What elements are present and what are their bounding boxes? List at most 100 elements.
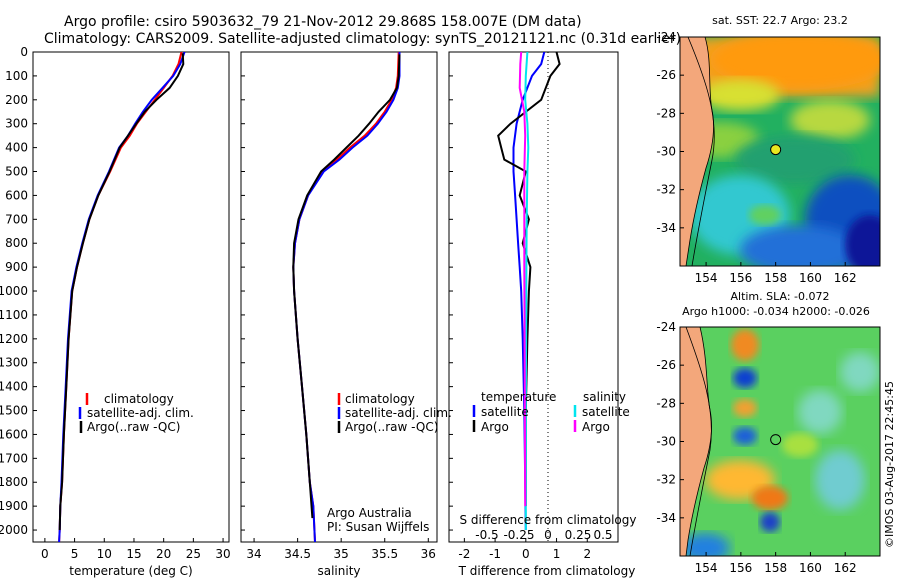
lat-tick-label: -34	[656, 221, 676, 235]
float-position-marker	[770, 434, 782, 446]
depth-tick-label: 1100	[0, 308, 28, 322]
depth-tick-label: 500	[5, 165, 28, 179]
legend-label: Argo(..raw -QC)	[345, 420, 438, 434]
series-s-argo-line	[518, 52, 527, 507]
depth-tick-label: 1000	[0, 284, 28, 298]
legend-label: satellite	[481, 405, 529, 419]
legend-label: satellite	[582, 405, 630, 419]
sst-map-field	[680, 37, 880, 266]
lat-tick-label: -34	[656, 511, 676, 525]
series-t-satellite-line	[512, 52, 546, 531]
lat-tick-label: -24	[656, 30, 676, 44]
difference-x-label: T difference from climatology	[458, 564, 636, 578]
lon-tick-label: 158	[764, 271, 787, 285]
difference-panel-frame	[448, 51, 619, 543]
depth-tick-label: 700	[5, 212, 28, 226]
depth-tick-label: 2000	[0, 523, 28, 537]
depth-tick-label: 600	[5, 188, 28, 202]
lon-tick-label: 156	[729, 561, 752, 575]
depth-tick-label: 1300	[0, 356, 28, 370]
temperature-panel-frame	[32, 51, 230, 543]
x-tick-label: 2	[583, 547, 591, 561]
x-tick-label: 35.5	[371, 547, 398, 561]
depth-tick-label: 100	[5, 69, 28, 83]
x-tick-label: 25	[186, 547, 201, 561]
x-tick-label: -2	[458, 547, 470, 561]
australia-coast-land	[680, 37, 714, 266]
depth-tick-label: 200	[5, 93, 28, 107]
x-tick-label: 15	[126, 547, 141, 561]
x-tick-label: 30	[215, 547, 230, 561]
depth-tick-label: 1700	[0, 451, 28, 465]
lon-tick-label: 160	[799, 271, 822, 285]
lon-tick-label: 162	[834, 561, 857, 575]
isobath	[687, 37, 715, 266]
depth-tick-label: 0	[20, 45, 28, 59]
series-satellite-adj-clim-line	[58, 52, 186, 542]
legend-title-salinity: salinity	[583, 390, 626, 404]
salinity-x-ticks: 34 34.5 35 35.5 36	[246, 538, 436, 561]
credit-argo-australia: Argo Australia	[327, 506, 412, 520]
lat-tick-label: -24	[656, 320, 676, 334]
sla-map-field	[680, 327, 880, 556]
difference-x-ticks: -2 -1 0 1 2	[458, 538, 591, 561]
sla-map-title-2: Argo h1000: -0.034 h2000: -0.026	[682, 305, 870, 318]
x-tick-label: 5	[71, 547, 79, 561]
legend-title-temperature: temperature	[481, 390, 556, 404]
depth-tick-label: 1500	[0, 404, 28, 418]
sst-map-title: sat. SST: 22.7 Argo: 23.2	[712, 14, 848, 27]
x-tick-label: 1	[553, 547, 561, 561]
s-tick: 0.25	[565, 528, 592, 542]
credit-pi: PI: Susan Wijffels	[327, 520, 429, 534]
lon-tick-label: 160	[799, 561, 822, 575]
temperature-series	[58, 52, 186, 542]
x-tick-label: 10	[97, 547, 112, 561]
coastline	[685, 37, 714, 266]
x-tick-label: 0	[522, 547, 530, 561]
depth-axis-ticks: 0 100 200 300 400 500 600 700 800 900 1000 1100 1200…	[0, 45, 453, 537]
x-tick-label: 36	[421, 547, 436, 561]
salinity-x-label: salinity	[317, 564, 360, 578]
sla-map-title-1: Altim. SLA: -0.072	[730, 290, 829, 303]
australia-coast-land	[680, 327, 712, 556]
depth-tick-label: 300	[5, 117, 28, 131]
depth-tick-label: 1600	[0, 427, 28, 441]
legend-label: satellite-adj. clim.	[345, 406, 452, 420]
lat-tick-label: -26	[656, 358, 676, 372]
lat-tick-label: -28	[656, 396, 676, 410]
salinity-series	[292, 52, 401, 542]
depth-tick-label: 1200	[0, 332, 28, 346]
x-tick-label: 0	[41, 547, 49, 561]
temperature-legend: climatology satellite-adj. clim. Argo(..…	[78, 392, 194, 434]
salinity-legend: climatology satellite-adj. clim. Argo(..…	[337, 392, 452, 434]
lon-tick-label: 162	[834, 271, 857, 285]
lat-tick-label: -30	[656, 145, 676, 159]
legend-label: Argo	[582, 420, 610, 434]
legend-label: Argo	[481, 420, 509, 434]
series-argo-raw-qc-line	[292, 54, 401, 519]
lat-tick-label: -28	[656, 106, 676, 120]
x-tick-label: 34.5	[284, 547, 311, 561]
s-difference-label: S difference from climatology	[460, 513, 637, 527]
lat-tick-label: -26	[656, 68, 676, 82]
depth-tick-label: 900	[5, 260, 28, 274]
lon-tick-label: 154	[695, 271, 718, 285]
s-tick: -0.5	[475, 528, 498, 542]
depth-tick-label: 1900	[0, 499, 28, 513]
lon-tick-label: 154	[695, 561, 718, 575]
depth-tick-label: 800	[5, 236, 28, 250]
series-argo-raw-qc-line	[58, 53, 185, 531]
lat-tick-label: -32	[656, 473, 676, 487]
legend-label: satellite-adj. clim.	[87, 406, 194, 420]
temperature-x-label: temperature (deg C)	[69, 564, 192, 578]
s-tick: 0	[544, 528, 552, 542]
sst-map-ticks: -24 -26 -28 -30 -32 -34 154 156 158 160 162	[656, 30, 856, 285]
float-position-marker	[770, 144, 782, 156]
depth-tick-label: 1400	[0, 380, 28, 394]
lon-tick-label: 158	[764, 561, 787, 575]
imos-watermark: ©IMOS 03-Aug-2017 22:45:45	[883, 381, 896, 548]
lon-tick-label: 156	[729, 271, 752, 285]
depth-tick-label: 1800	[0, 475, 28, 489]
